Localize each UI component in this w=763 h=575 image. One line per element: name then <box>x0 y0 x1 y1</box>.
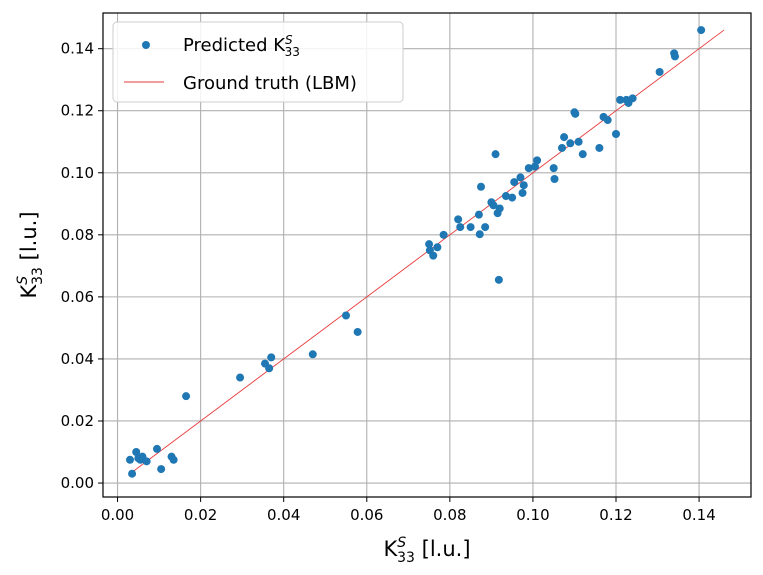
data-point <box>655 67 664 76</box>
y-axis: 0.00 0.02 0.04 0.06 0.08 0.10 0.12 0.14 <box>61 40 103 492</box>
data-point <box>489 201 498 210</box>
y-axis-title: KS33 [l.u.] <box>15 211 46 298</box>
data-point <box>454 215 463 224</box>
y-tick-label: 0.12 <box>61 102 94 120</box>
y-axis-title-base: K <box>17 284 41 299</box>
y-axis-title-sup: S <box>15 276 31 285</box>
data-point <box>697 26 706 35</box>
data-point <box>132 448 141 457</box>
legend-label-predicted: Predicted KS 33 <box>183 33 300 59</box>
data-point <box>475 230 484 239</box>
x-tick-label: 0.14 <box>682 506 715 524</box>
data-point <box>157 465 166 474</box>
data-point <box>524 164 533 173</box>
x-tick-label: 0.12 <box>599 506 632 524</box>
data-point <box>494 275 503 284</box>
y-tick-label: 0.04 <box>61 350 94 368</box>
y-tick-label: 0.06 <box>61 288 94 306</box>
data-point <box>578 150 587 159</box>
data-point <box>236 373 245 382</box>
data-point <box>456 223 465 232</box>
data-point <box>425 240 434 249</box>
data-point <box>128 469 137 478</box>
legend-label-predicted-base: Predicted K <box>183 35 286 56</box>
x-axis: 0.00 0.02 0.04 0.06 0.08 0.10 0.12 0.14 <box>101 497 716 524</box>
legend-label-ground-truth: Ground truth (LBM) <box>183 73 357 94</box>
data-point <box>491 150 500 159</box>
data-point <box>560 133 569 142</box>
data-point <box>531 162 539 171</box>
y-tick-label: 0.08 <box>61 226 94 244</box>
data-point <box>628 94 637 103</box>
data-point <box>550 174 559 183</box>
x-axis-title-sub: 33 <box>397 550 415 566</box>
data-point <box>518 188 527 197</box>
data-point <box>516 173 525 182</box>
legend: Predicted KS 33 Ground truth (LBM) <box>112 21 404 103</box>
x-axis-title: KS 33 [l.u.] <box>383 535 470 566</box>
x-axis-title-sup: S <box>397 535 406 551</box>
data-point <box>267 353 276 362</box>
x-tick-label: 0.00 <box>101 506 134 524</box>
x-tick-label: 0.10 <box>516 506 549 524</box>
data-point <box>533 156 542 165</box>
data-point <box>519 181 528 190</box>
data-point <box>670 52 679 61</box>
data-point <box>595 143 604 152</box>
data-point <box>495 204 504 213</box>
y-tick-label: 0.00 <box>61 474 94 492</box>
y-tick-label: 0.10 <box>61 164 94 182</box>
x-axis-title-base: K <box>383 537 398 561</box>
y-tick-label: 0.02 <box>61 412 94 430</box>
data-point <box>549 164 558 173</box>
data-point <box>566 139 575 148</box>
data-point <box>481 223 490 232</box>
data-point <box>474 210 483 219</box>
x-tick-label: 0.04 <box>267 506 300 524</box>
data-point <box>603 116 612 125</box>
legend-label-predicted-sub: 33 <box>285 45 300 59</box>
data-point <box>433 243 442 252</box>
data-point <box>142 457 151 466</box>
data-point <box>510 178 519 187</box>
data-point <box>439 230 448 239</box>
data-point <box>182 392 191 401</box>
data-point <box>477 182 485 191</box>
data-point <box>501 192 510 201</box>
y-tick-label: 0.14 <box>61 40 94 58</box>
plot-frame <box>102 12 752 498</box>
data-point <box>429 251 438 260</box>
x-tick-label: 0.06 <box>350 506 383 524</box>
data-point <box>126 455 134 464</box>
data-point <box>342 311 350 320</box>
data-point <box>571 109 580 118</box>
data-point <box>612 130 620 138</box>
predicted-series <box>126 26 706 478</box>
legend-marker-predicted <box>142 41 150 49</box>
data-point <box>153 444 161 453</box>
data-point <box>353 327 362 336</box>
y-axis-title-unit: [l.u.] <box>17 211 41 267</box>
data-point <box>265 364 274 373</box>
x-axis-title-unit: [l.u.] <box>415 537 471 561</box>
legend-label-predicted-sup: S <box>285 33 293 47</box>
x-tick-label: 0.08 <box>433 506 466 524</box>
x-tick-label: 0.02 <box>184 506 217 524</box>
data-point <box>558 143 566 152</box>
legend-box <box>112 21 404 103</box>
data-point <box>574 137 583 146</box>
y-axis-title-sub: 33 <box>30 267 46 285</box>
data-point <box>466 223 475 232</box>
data-point <box>169 455 178 464</box>
data-point <box>308 350 317 359</box>
data-point <box>508 193 517 202</box>
data-point <box>616 95 625 104</box>
